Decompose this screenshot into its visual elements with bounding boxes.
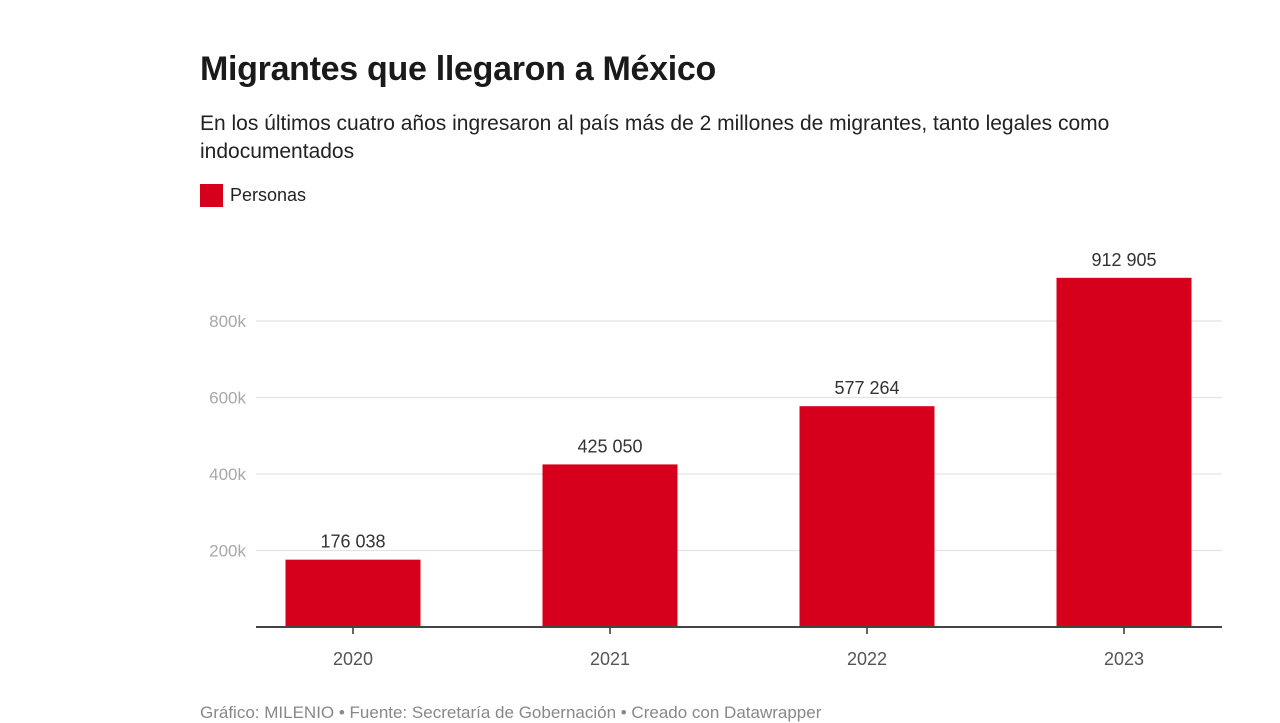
x-tick-label: 2020	[333, 649, 373, 669]
chart-title: Migrantes que llegaron a México	[200, 50, 716, 88]
bar	[285, 559, 421, 627]
bar	[542, 464, 678, 627]
data-label: 577 264	[834, 378, 899, 398]
y-tick-label: 200k	[209, 542, 246, 561]
x-tick-label: 2023	[1104, 649, 1144, 669]
x-tick-label: 2021	[590, 649, 630, 669]
chart-subtitle: En los últimos cuatro años ingresaron al…	[200, 112, 1110, 163]
y-tick-label: 400k	[209, 465, 246, 484]
y-tick-label: 800k	[209, 312, 246, 331]
y-tick-label: 600k	[209, 389, 246, 408]
legend-label: Personas	[230, 185, 307, 205]
data-label: 425 050	[577, 436, 642, 456]
legend-swatch	[200, 184, 223, 207]
legend: Personas	[200, 184, 306, 207]
bar	[1056, 277, 1192, 627]
data-label: 912 905	[1091, 250, 1156, 270]
data-label: 176 038	[320, 532, 385, 552]
x-tick-label: 2022	[847, 649, 887, 669]
bar	[799, 406, 935, 627]
chart-footer: Gráfico: MILENIO • Fuente: Secretaría de…	[200, 703, 822, 722]
